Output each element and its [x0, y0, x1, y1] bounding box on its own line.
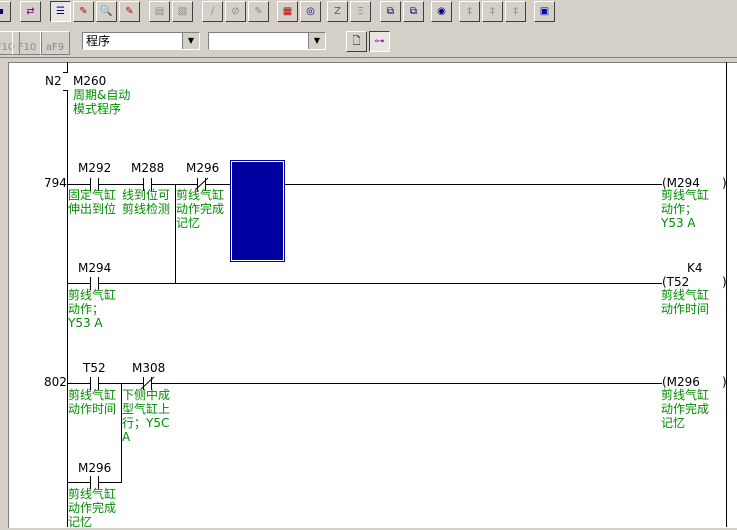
coil-close: )	[722, 275, 727, 289]
comment-line: 剪线气缸	[68, 288, 117, 302]
comment-line: 剪线气缸	[176, 188, 225, 202]
comment-line: 周期&自动	[73, 88, 131, 102]
function-key[interactable]: F10	[0, 31, 20, 55]
block-select[interactable]: ▼	[208, 32, 326, 50]
device-label[interactable]: M294	[78, 261, 112, 275]
chevron-down-icon[interactable]: ▼	[308, 33, 325, 49]
secondary-toolbar: F10 F10 aF9 程序 ▼ ▼ 🗋 ⊶	[0, 28, 737, 58]
nc-contact[interactable]	[194, 177, 209, 191]
ladder-mode-icon[interactable]: ☰	[50, 1, 71, 22]
no-contact[interactable]	[90, 476, 99, 489]
comment-line: 动作完成	[661, 402, 710, 416]
ladder-canvas[interactable]	[8, 62, 737, 528]
monitor-icon[interactable]: ◎	[300, 1, 321, 22]
no-contact[interactable]	[90, 277, 99, 290]
device-label[interactable]: M296	[186, 161, 220, 175]
device-label[interactable]: T52	[83, 361, 106, 375]
comment-line: 剪线气缸	[661, 288, 710, 302]
device-label[interactable]: M308	[132, 361, 166, 375]
find-device-icon[interactable]: 🔍	[96, 1, 117, 22]
timer-setting: K4	[687, 261, 703, 275]
read-plc-icon[interactable]: ⇄	[20, 1, 41, 22]
open-window-icon[interactable]: ⧉	[380, 1, 401, 22]
comment-line: 动作；	[661, 202, 698, 216]
step-1-icon[interactable]: ‡	[459, 1, 480, 22]
coil-label[interactable]: (M296	[662, 375, 700, 389]
coil-close: )	[722, 375, 727, 389]
tree-view-icon[interactable]: ⊶	[369, 31, 390, 52]
comment-line: 动作时间	[68, 402, 117, 416]
coil-close: )	[722, 176, 727, 190]
step-2-icon[interactable]: ‡	[482, 1, 503, 22]
comment-line: 剪线气缸	[68, 487, 117, 501]
device-comment-icon[interactable]: ▦	[277, 1, 298, 22]
comment-line: 伸出到位	[68, 202, 117, 216]
replace-icon[interactable]: ✎	[119, 1, 140, 22]
comment-line: 动作；	[68, 302, 105, 316]
comment-line: 模式程序	[73, 102, 122, 116]
comment-line: 记忆	[176, 216, 201, 230]
device-label: M260	[73, 74, 107, 88]
delete-row-icon[interactable]: Ξ	[350, 1, 371, 22]
step-number: N2	[45, 74, 62, 88]
function-key-label: aF9	[45, 42, 65, 53]
comment-line: 动作完成	[176, 202, 225, 216]
comment-line: Y53 A	[68, 316, 103, 330]
function-key-label: F10	[17, 42, 37, 53]
comment-line: 剪线气缸	[661, 388, 710, 402]
comment-line: 剪线气缸	[68, 388, 117, 402]
coil-label[interactable]: (T52	[662, 275, 690, 289]
no-contact[interactable]	[143, 178, 152, 191]
comment-line: 固定气缸	[68, 188, 117, 202]
edit-line-icon[interactable]: ✎	[248, 1, 269, 22]
ladder-write-icon[interactable]: ✎	[73, 1, 94, 22]
device-label[interactable]: M296	[78, 461, 112, 475]
comment-line: 线到位可	[122, 188, 171, 202]
cursor	[230, 160, 285, 262]
toolbar-button-left[interactable]: ▪	[0, 1, 11, 22]
comment-line: 记忆	[68, 515, 93, 529]
program-select[interactable]: 程序 ▼	[82, 32, 200, 50]
device-label[interactable]: M292	[78, 161, 112, 175]
function-key[interactable]: aF9	[40, 31, 70, 55]
device-label[interactable]: M288	[131, 161, 165, 175]
monitor-start-icon[interactable]: ◉	[431, 1, 452, 22]
chevron-down-icon[interactable]: ▼	[182, 33, 199, 49]
comment-line: 记忆	[661, 416, 686, 430]
function-key-label: F10	[0, 42, 15, 53]
insert-row-icon[interactable]: Z	[327, 1, 348, 22]
program-select-value: 程序	[86, 34, 111, 48]
comment-line: 动作完成	[68, 501, 117, 515]
comment-line: 剪线检测	[122, 202, 171, 216]
main-toolbar: ▪ ⇄ ☰ ✎ 🔍 ✎ ▤ ▧ ∕ ⊘ ✎ ▦ ◎ Z Ξ ⧉ ⧉ ◉ ‡ ‡ …	[0, 0, 737, 28]
step-number: 794	[44, 176, 67, 190]
nc-contact[interactable]	[140, 376, 155, 390]
zoom-window-icon[interactable]: ⧉	[403, 1, 424, 22]
delete-line-icon[interactable]: ⊘	[225, 1, 246, 22]
comment-line: 下侧中成	[122, 388, 171, 402]
comment-line: 型气缸上	[122, 402, 171, 416]
display-screen-icon[interactable]: ▣	[534, 1, 555, 22]
comment-view-icon[interactable]: 🗋	[346, 31, 367, 52]
draw-line-icon[interactable]: ∕	[202, 1, 223, 22]
no-contact[interactable]	[90, 178, 99, 191]
comment-line: 行；Y5C	[122, 416, 170, 430]
step-3-icon[interactable]: ‡	[505, 1, 526, 22]
io-icon-2[interactable]: ▧	[172, 1, 193, 22]
no-contact[interactable]	[90, 377, 99, 390]
io-icon-1[interactable]: ▤	[149, 1, 170, 22]
comment-line: 动作时间	[661, 302, 710, 316]
step-number: 802	[44, 375, 67, 389]
comment-line: Y53 A	[661, 216, 696, 230]
coil-label[interactable]: (M294	[662, 176, 700, 190]
comment-line: A	[122, 430, 131, 444]
function-key[interactable]: F10	[12, 31, 42, 55]
comment-line: 剪线气缸	[661, 188, 710, 202]
